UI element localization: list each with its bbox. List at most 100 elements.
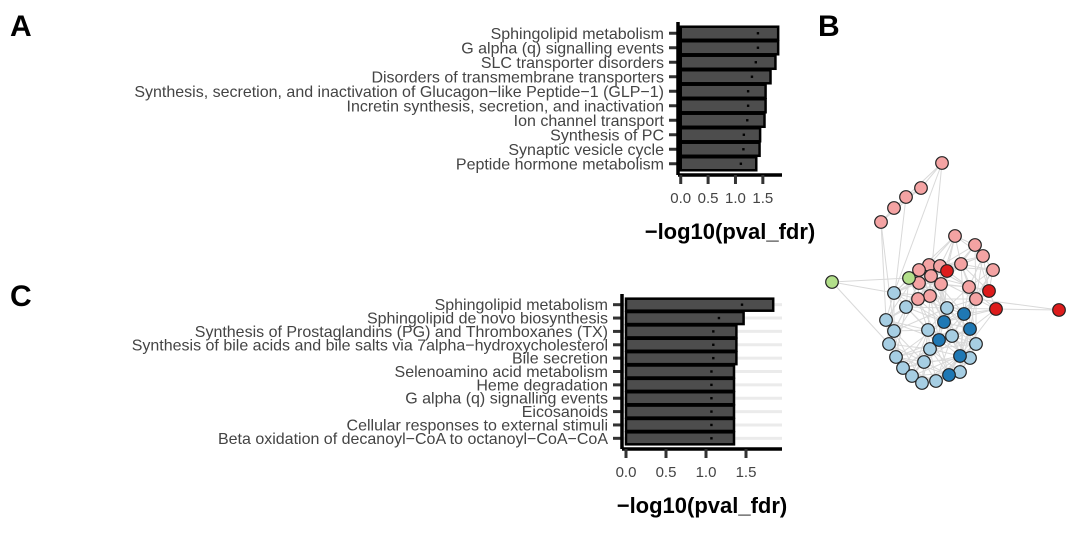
- bar: [624, 431, 736, 446]
- network-edge: [893, 162, 943, 294]
- category-label: Cellular responses to external stimuli: [347, 417, 608, 434]
- network-edge: [946, 307, 977, 345]
- bar: [624, 310, 745, 326]
- x-tick-label: 0.0: [670, 190, 691, 207]
- bar-marker: [746, 119, 749, 122]
- network-node-pink: [934, 277, 948, 291]
- network-edge: [963, 269, 994, 315]
- network-node-lightblue: [940, 301, 954, 315]
- bar-marker: [712, 330, 715, 333]
- category-label: Synthesis of Prostaglandins (PG) and Thr…: [195, 324, 608, 341]
- category-label: Eicosanoids: [522, 404, 608, 421]
- x-tick-label: 0.0: [616, 464, 637, 481]
- network-node-red: [1052, 303, 1066, 317]
- bar: [624, 324, 738, 339]
- network-node-pink: [887, 201, 901, 215]
- network-edge: [917, 298, 940, 341]
- panel-label-a: A: [10, 10, 32, 43]
- network-edge: [946, 307, 997, 310]
- network-edge: [921, 355, 961, 384]
- bar: [624, 417, 736, 433]
- bar: [624, 364, 736, 379]
- category-label: Sphingolipid de novo biosynthesis: [367, 311, 608, 328]
- x-tick-label: 0.5: [698, 190, 719, 207]
- bar-marker: [710, 370, 713, 373]
- network-node-lightblue: [887, 324, 901, 338]
- bar: [679, 126, 762, 143]
- bar-marker: [710, 410, 713, 413]
- network-edge: [893, 307, 948, 332]
- x-tick-label: 1.0: [696, 464, 717, 481]
- bar: [624, 390, 736, 406]
- network-edge: [975, 255, 984, 300]
- network-node-lightblue: [929, 374, 943, 388]
- category-label: Synthesis of bile acids and bile salts v…: [132, 337, 608, 354]
- network-node-red: [940, 264, 954, 278]
- category-label: Incretin synthesis, secretion, and inact…: [347, 98, 665, 115]
- network-edge: [831, 281, 895, 294]
- x-axis-title-a: −log10(pval_fdr): [645, 219, 816, 244]
- category-label: Beta oxidation of decanoyl−CoA to octano…: [218, 431, 608, 448]
- network-edge: [975, 298, 1060, 311]
- bar: [624, 350, 738, 366]
- network-edge: [831, 281, 890, 345]
- network-node-lightblue: [882, 337, 896, 351]
- panel-label-b: B: [818, 10, 840, 43]
- bar-marker: [756, 46, 760, 49]
- network-edge: [930, 162, 943, 277]
- bar-marker: [717, 316, 721, 320]
- category-label: Bile secretion: [512, 351, 608, 368]
- category-label: Synthesis of PC: [550, 127, 664, 144]
- category-label: Sphingolipid metabolism: [435, 297, 608, 314]
- panel-label-c: C: [10, 280, 32, 313]
- bar: [624, 337, 738, 353]
- bar: [624, 297, 775, 312]
- bar: [679, 97, 767, 114]
- bar: [624, 404, 736, 419]
- bar: [679, 155, 758, 172]
- category-label: Heme degradation: [476, 377, 608, 394]
- bar: [679, 25, 780, 42]
- bar-marker: [710, 397, 713, 400]
- bar: [679, 83, 767, 100]
- network-node-pink: [968, 238, 982, 252]
- network-node-pink: [874, 215, 888, 229]
- network-node-pink: [899, 190, 913, 204]
- network-node-green: [825, 275, 839, 289]
- bar-marker: [710, 383, 713, 387]
- network-node-pink: [954, 257, 968, 271]
- bar-marker: [710, 437, 713, 440]
- category-label: SLC transporter disorders: [481, 55, 664, 72]
- bar: [679, 141, 761, 158]
- network-edge: [902, 329, 929, 369]
- network-edge: [831, 277, 910, 283]
- bar-marker: [742, 133, 746, 136]
- network-node-lightblue: [887, 286, 901, 300]
- network-node-lightblue: [917, 355, 931, 369]
- bar: [679, 112, 766, 129]
- network-node-blue: [953, 349, 967, 363]
- bar: [679, 68, 772, 85]
- bar-marker: [712, 356, 715, 360]
- network-edge: [911, 329, 929, 377]
- bar-marker: [710, 423, 713, 427]
- x-tick-label: 1.5: [736, 464, 757, 481]
- network-edge: [905, 162, 943, 198]
- bar-marker: [756, 32, 760, 35]
- network-node-pink: [914, 181, 928, 195]
- category-label: Selenoamino acid metabolism: [395, 364, 608, 381]
- network-node-pink: [962, 280, 976, 294]
- network-edge: [895, 321, 945, 358]
- x-axis-title-c: −log10(pval_fdr): [617, 493, 788, 518]
- network-node-lightblue: [896, 361, 910, 375]
- network-node-pink: [986, 263, 1000, 277]
- bar: [624, 377, 736, 393]
- bar-marker: [746, 90, 750, 93]
- network-node-pink: [948, 229, 962, 243]
- bar-marker: [746, 104, 750, 107]
- category-label: Synthesis, secretion, and inactivation o…: [134, 84, 664, 101]
- category-label: G alpha (q) signalling events: [461, 40, 664, 57]
